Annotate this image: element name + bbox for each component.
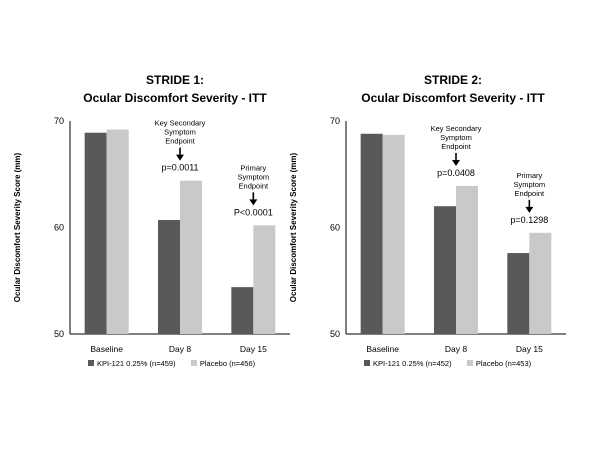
- y-axis-label: Ocular Discomfort Severity Score (mm): [289, 152, 298, 302]
- x-category-label: Baseline: [366, 344, 399, 354]
- annotation-arrow-head: [176, 154, 184, 161]
- y-tick-label: 60: [54, 223, 64, 233]
- x-category-label: Baseline: [90, 344, 123, 354]
- bar-baseline-series-2: [382, 134, 405, 334]
- annotation-label: Symptom: [440, 133, 472, 142]
- chart-2: STRIDE 2: Ocular Discomfort Severity - IT…: [289, 73, 566, 368]
- annotation-pvalue: p=0.1298: [510, 215, 548, 225]
- bar-baseline-series-2: [106, 129, 129, 334]
- annotation-label: Endpoint: [515, 189, 546, 198]
- bar-day-8-series-1: [434, 206, 456, 334]
- annotation-pvalue: p=0.0408: [437, 168, 475, 178]
- y-axis-label: Ocular Discomfort Severity Score (mm): [13, 152, 22, 302]
- chart-title-line2: Ocular Discomfort Severity - ITT: [83, 91, 267, 105]
- bar-day-15-series-1: [231, 287, 254, 334]
- annotation-label: Symptom: [237, 172, 269, 181]
- annotation-label: Endpoint: [441, 142, 472, 151]
- bar-day-8-series-2: [456, 185, 478, 334]
- y-tick-label: 70: [54, 116, 64, 126]
- annotation-label: Primary: [240, 163, 266, 172]
- bar-day-15-series-1: [507, 253, 530, 334]
- annotation-label: Endpoint: [165, 137, 196, 146]
- annotation-label: Endpoint: [239, 181, 270, 190]
- bar-day-15-series-2: [253, 225, 276, 334]
- legend-swatch-2: [466, 360, 473, 366]
- bar-baseline-series-1: [84, 132, 107, 334]
- legend-label-1: KPI-121 0.25% (n=452): [373, 359, 452, 368]
- chart-title-line2: Ocular Discomfort Severity - ITT: [361, 91, 545, 105]
- annotation-arrow-head: [452, 159, 460, 166]
- x-category-label: Day 8: [169, 344, 191, 354]
- y-tick-label: 50: [330, 329, 340, 339]
- y-tick-label: 50: [54, 329, 64, 339]
- bar-day-8-series-2: [180, 180, 202, 334]
- legend-label-2: Placebo (n=456): [200, 359, 256, 368]
- chart-title-line1: STRIDE 1:: [146, 73, 204, 87]
- annotation-label: Primary: [516, 171, 542, 180]
- x-category-label: Day 15: [516, 344, 543, 354]
- x-category-label: Day 8: [445, 344, 467, 354]
- annotation-pvalue: p=0.0011: [161, 163, 198, 173]
- legend-swatch-2: [190, 360, 197, 366]
- bar-day-8-series-1: [158, 220, 180, 334]
- chart-title-line1: STRIDE 2:: [424, 73, 482, 87]
- legend-swatch-1: [88, 360, 94, 366]
- annotation-label: Symptom: [513, 180, 545, 189]
- bar-baseline-series-1: [360, 133, 383, 334]
- annotation-label: Symptom: [164, 128, 196, 137]
- legend-label-1: KPI-121 0.25% (n=459): [97, 359, 176, 368]
- legend-label-2: Placebo (n=453): [476, 359, 532, 368]
- bar-day-15-series-2: [529, 232, 552, 334]
- annotation-pvalue: P<0.0001: [234, 207, 273, 217]
- annotation-arrow-head: [525, 206, 534, 213]
- y-tick-label: 70: [330, 116, 340, 126]
- annotation-label: Key Secondary: [155, 119, 206, 128]
- annotation-label: Key Secondary: [431, 124, 482, 133]
- y-tick-label: 60: [330, 223, 340, 233]
- chart-1: STRIDE 1: Ocular Discomfort Severity - IT…: [13, 73, 290, 368]
- annotation-arrow-head: [249, 199, 258, 206]
- legend-swatch-1: [364, 360, 370, 366]
- x-category-label: Day 15: [240, 344, 267, 354]
